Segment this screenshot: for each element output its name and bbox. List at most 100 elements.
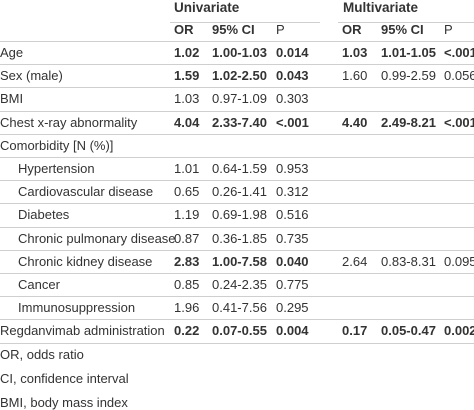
row-label: Hypertension: [18, 161, 95, 176]
row-rule: [0, 319, 474, 321]
cell-multi-p: 0.002: [444, 323, 474, 339]
cell-multi-or: 0.17: [342, 323, 368, 339]
cell-uni-ci: 0.69-1.98: [212, 207, 267, 223]
cell-multi-or: 1.03: [342, 45, 368, 60]
row-rule: [0, 226, 474, 228]
row-label: Chronic pulmonary disease: [18, 230, 176, 246]
cell-uni-ci: 0.36-1.85: [212, 230, 267, 246]
table-row: Diabetes 1.19 0.69-1.98 0.516: [0, 203, 474, 226]
table-row: Regdanvimab administration 0.22 0.07-0.55 0…: [0, 319, 474, 342]
row-label: Chest x-ray abnormality: [0, 114, 138, 130]
row-rule: [0, 203, 474, 205]
cell-multi-ci: 1.01-1.05: [381, 45, 436, 60]
row-rule: [0, 133, 474, 135]
cell-uni-p: 0.303: [276, 91, 309, 107]
cell-multi-ci: 0.83-8.31: [381, 253, 436, 269]
cell-multi-p: 0.056: [444, 68, 474, 84]
table-row: Comorbidity [N (%)]: [0, 134, 474, 157]
cell-uni-or: 0.65: [174, 184, 200, 200]
row-rule: [0, 87, 474, 89]
cell-uni-or: 1.96: [174, 300, 200, 316]
cell-uni-or: 0.85: [174, 277, 200, 292]
row-label: Immunosuppression: [18, 300, 136, 316]
row-label: Cancer: [18, 277, 60, 292]
multivariate-underline: [338, 22, 474, 23]
cell-uni-p: 0.953: [276, 161, 309, 176]
footnote: BMI, body mass index: [0, 394, 128, 410]
cell-uni-ci: 0.64-1.59: [212, 161, 267, 176]
row-label: BMI: [0, 91, 24, 107]
row-label: Diabetes: [18, 207, 70, 223]
row-label: Age: [0, 45, 24, 60]
cell-uni-p: 0.295: [276, 300, 309, 316]
group-header-univariate: Univariate: [174, 0, 240, 15]
cell-uni-p: 0.004: [276, 323, 309, 339]
cell-uni-or: 2.83: [174, 253, 200, 269]
cell-multi-or: 2.64: [342, 253, 368, 269]
row-label: Chronic kidney disease: [18, 253, 153, 269]
row-label: Regdanvimab administration: [0, 323, 165, 339]
row-rule: [0, 64, 474, 66]
footnote: OR, odds ratio: [0, 346, 84, 362]
row-label: Cardiovascular disease: [18, 184, 154, 200]
cell-multi-p: <.001: [444, 45, 474, 60]
cell-uni-p: 0.735: [276, 230, 309, 246]
cell-uni-ci: 0.24-2.35: [212, 277, 267, 292]
row-label: Sex (male): [0, 68, 63, 84]
cell-uni-ci: 0.41-7.56: [212, 300, 267, 316]
cell-multi-ci: 0.99-2.59: [381, 68, 436, 84]
cell-multi-ci: 2.49-8.21: [381, 114, 436, 130]
cell-multi-ci: 0.05-0.47: [381, 323, 436, 339]
col-header-uni-or: OR: [174, 22, 194, 37]
row-rule: [0, 273, 474, 274]
cell-multi-or: 4.40: [342, 114, 368, 130]
row-rule: [0, 342, 474, 344]
table-row: Chronic pulmonary disease 0.87 0.36-1.85 0.…: [0, 227, 474, 250]
cell-uni-or: 1.03: [174, 91, 200, 107]
group-header-multivariate: Multivariate: [343, 0, 419, 15]
cell-uni-ci: 1.00-1.03: [212, 45, 267, 60]
cell-uni-ci: 0.07-0.55: [212, 323, 267, 339]
cell-uni-p: 0.775: [276, 277, 309, 292]
cell-uni-or: 1.02: [174, 45, 200, 60]
col-header-multi-ci: 95% CI: [381, 22, 424, 37]
column-header-row: OR 95% CI P OR 95% CI P: [0, 18, 474, 41]
cell-multi-p: <.001: [444, 114, 474, 130]
cell-uni-ci: 0.97-1.09: [212, 91, 267, 107]
cell-uni-ci: 1.00-7.58: [212, 253, 267, 269]
table-row: Chest x-ray abnormality 4.04 2.33-7.40 <.00…: [0, 111, 474, 134]
col-header-multi-or: OR: [342, 22, 362, 37]
col-header-uni-ci: 95% CI: [212, 22, 255, 37]
cell-uni-ci: 0.26-1.41: [212, 184, 267, 200]
row-rule: [0, 180, 474, 182]
row-rule: [0, 296, 474, 298]
row-rule: [0, 157, 474, 158]
table-row: Hypertension 1.01 0.64-1.59 0.953: [0, 157, 474, 180]
table-row: Immunosuppression 1.96 0.41-7.56 0.295: [0, 296, 474, 319]
row-rule: [0, 110, 474, 112]
cell-uni-p: 0.040: [276, 253, 309, 269]
cell-uni-p: 0.312: [276, 184, 309, 200]
row-label: Comorbidity [N (%)]: [0, 137, 114, 153]
table-row: Cancer 0.85 0.24-2.35 0.775: [0, 273, 474, 296]
header-rule: [0, 41, 474, 42]
cell-uni-or: 0.22: [174, 323, 200, 339]
cell-uni-ci: 2.33-7.40: [212, 114, 267, 130]
univariate-underline: [170, 22, 320, 23]
cell-uni-p: 0.014: [276, 45, 309, 60]
col-header-multi-p: P: [444, 22, 453, 37]
cell-uni-or: 0.87: [174, 230, 200, 246]
cell-uni-or: 1.01: [174, 161, 200, 176]
cell-uni-p: 0.043: [276, 68, 309, 84]
cell-uni-or: 4.04: [174, 114, 200, 130]
table-row: BMI 1.03 0.97-1.09 0.303: [0, 87, 474, 110]
table-row: Age 1.02 1.00-1.03 0.014 1.03 1.01-1.05 <.001: [0, 41, 474, 64]
table-row: Chronic kidney disease 2.83 1.00-7.58 0.040…: [0, 250, 474, 273]
cell-multi-p: 0.095: [444, 253, 474, 269]
cell-uni-p: <.001: [276, 114, 309, 130]
col-header-uni-p: P: [276, 22, 285, 37]
cell-multi-or: 1.60: [342, 68, 368, 84]
cell-uni-or: 1.19: [174, 207, 200, 223]
cell-uni-p: 0.516: [276, 207, 309, 223]
